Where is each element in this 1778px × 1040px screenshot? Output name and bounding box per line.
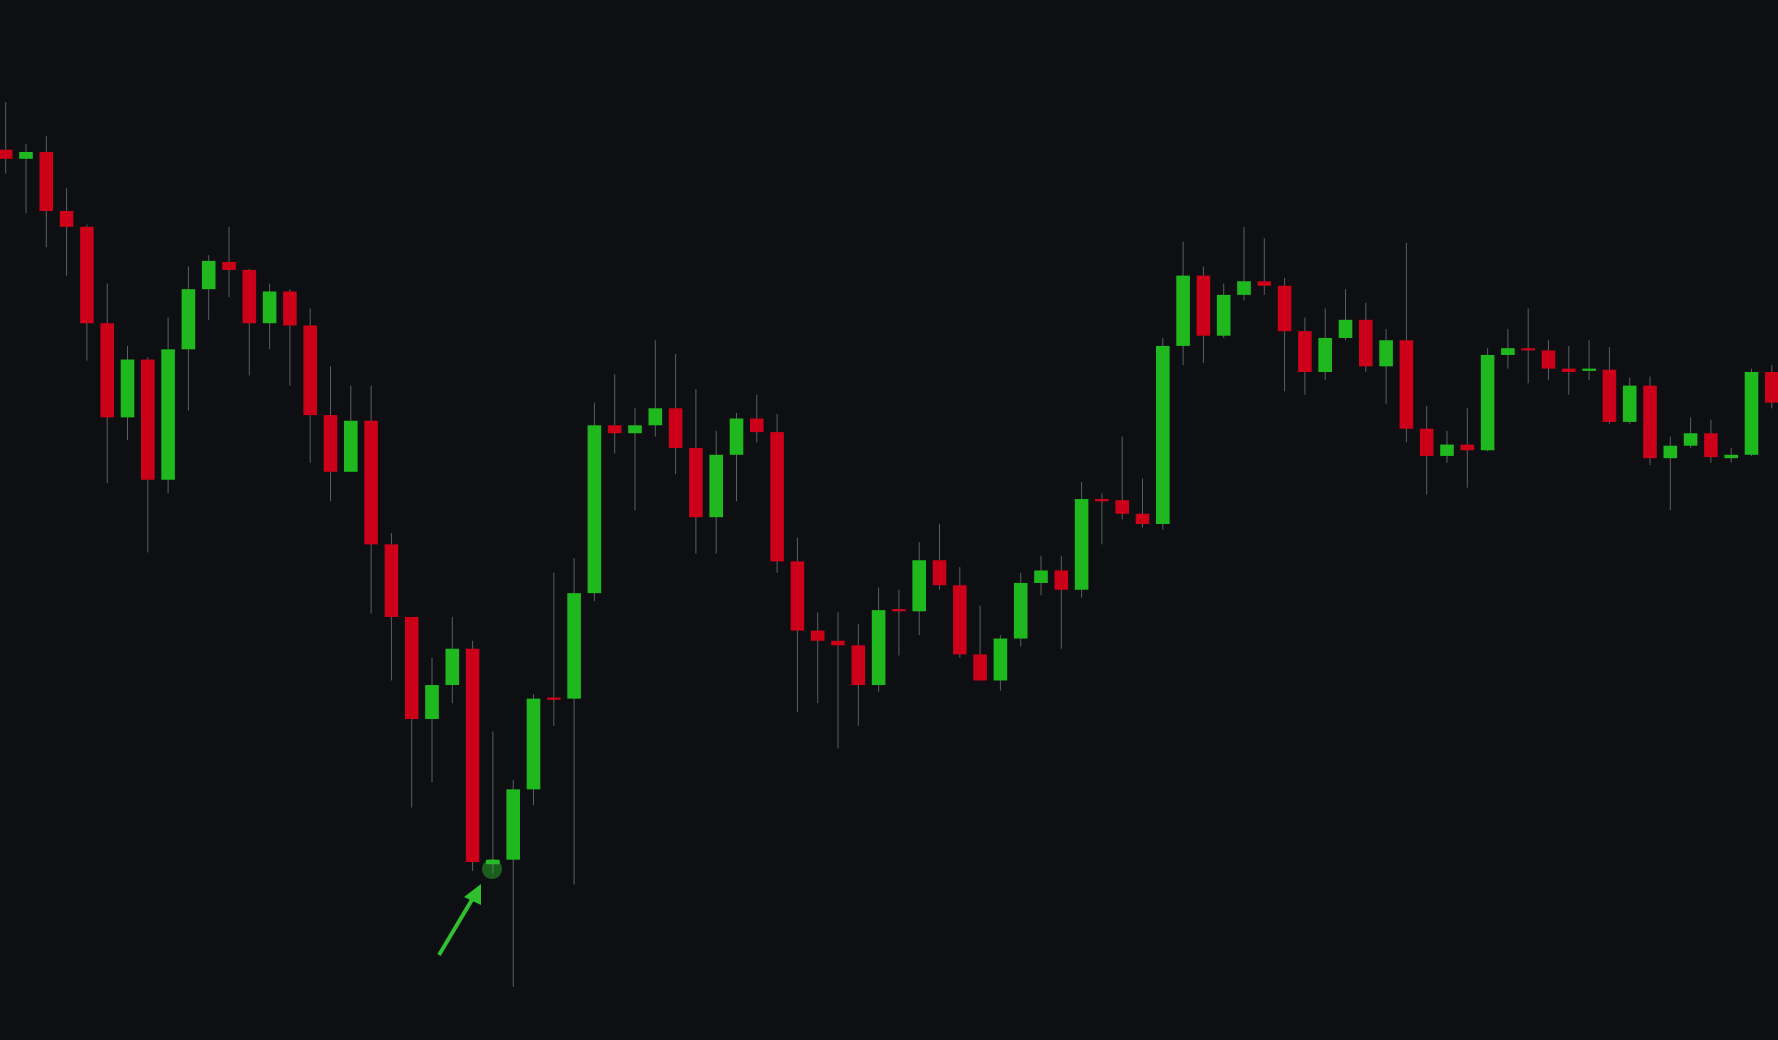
candle-body [283, 291, 297, 326]
candle-body [1196, 275, 1211, 336]
candle-body [648, 408, 663, 426]
candle-body [344, 420, 358, 472]
candle-body [1744, 371, 1759, 455]
candle-body [506, 789, 520, 860]
candle-body [120, 359, 135, 418]
candle-body [323, 415, 338, 472]
candle-body [1257, 281, 1272, 286]
candle-body [1521, 348, 1535, 351]
candle-body [141, 359, 155, 480]
candle-body [486, 859, 500, 865]
candle-body [242, 269, 257, 324]
candle-body [770, 432, 784, 562]
highlight-circle [482, 859, 502, 879]
candle-body [0, 149, 13, 159]
candle-body [729, 418, 744, 455]
candle-body [1034, 570, 1048, 583]
candle-body [851, 645, 866, 686]
candle-body [404, 616, 419, 720]
candle-body [1277, 285, 1292, 332]
candle-body [303, 325, 317, 416]
candle-body [1176, 275, 1190, 346]
candle-body [222, 261, 236, 270]
candle-body [161, 349, 175, 480]
candle-body [100, 323, 114, 418]
candle-body [1318, 337, 1332, 372]
candle-body [465, 648, 480, 862]
candle-body [1115, 500, 1129, 514]
candle-body [1704, 433, 1718, 458]
candle-body [1582, 368, 1596, 371]
candle-body [1359, 319, 1373, 367]
candle-body [790, 561, 805, 631]
candle-body [364, 420, 378, 545]
candle-body [1156, 345, 1170, 524]
candle-body [668, 408, 683, 448]
candle-body [80, 226, 94, 324]
candle-body [1765, 371, 1778, 403]
candle-body [19, 151, 33, 159]
candle-body [547, 697, 561, 700]
candle-body [1602, 369, 1617, 422]
candle-body [1501, 348, 1515, 355]
candle-body [953, 585, 967, 655]
candle-body [628, 425, 642, 434]
candle-body [1683, 433, 1698, 446]
candle-body [1643, 385, 1657, 459]
candle-body [750, 418, 764, 433]
candle-body [1541, 350, 1556, 369]
candle-body [1298, 331, 1312, 372]
candle-body [1135, 513, 1150, 524]
candle-body [567, 593, 581, 699]
candle-body [587, 425, 602, 594]
candle-body [39, 151, 54, 211]
candle-body [1013, 582, 1028, 639]
candle-body [1379, 340, 1393, 367]
candle-body [892, 609, 906, 612]
candle-body [831, 640, 845, 646]
candle-body [262, 291, 277, 324]
candle-body [912, 560, 926, 612]
candle-body [1399, 340, 1414, 429]
candle-body [526, 698, 541, 790]
candles [0, 102, 1778, 987]
candle-body [709, 454, 723, 518]
candle-body [1338, 319, 1353, 338]
candle-body [1460, 444, 1475, 451]
arrow-shaft [437, 891, 478, 957]
candle-body [181, 289, 196, 350]
candle-body [201, 260, 216, 290]
candle-body [384, 544, 399, 617]
candle-body [425, 685, 439, 720]
candle-body [689, 447, 703, 518]
candle-body [1480, 354, 1495, 451]
candle-body [445, 648, 460, 686]
annotation [437, 859, 502, 957]
candle-body [1074, 499, 1089, 590]
candle-body [1663, 445, 1678, 459]
candle-body [1419, 428, 1434, 456]
candle-body [932, 560, 947, 586]
candle-body [1622, 385, 1637, 422]
candle-body [1095, 499, 1109, 502]
candle-body [1216, 294, 1231, 336]
candle-body [1562, 368, 1576, 372]
candle-body [973, 654, 987, 681]
candle-body [1237, 281, 1251, 295]
candle-body [871, 610, 886, 686]
arrow-head [464, 884, 481, 905]
candle-body [993, 638, 1008, 681]
candle-body [59, 210, 74, 227]
candle-body [607, 425, 622, 434]
candle-body [1724, 454, 1738, 459]
candle-body [1440, 444, 1454, 456]
candle-body [1054, 570, 1069, 590]
candle-body [810, 630, 825, 641]
